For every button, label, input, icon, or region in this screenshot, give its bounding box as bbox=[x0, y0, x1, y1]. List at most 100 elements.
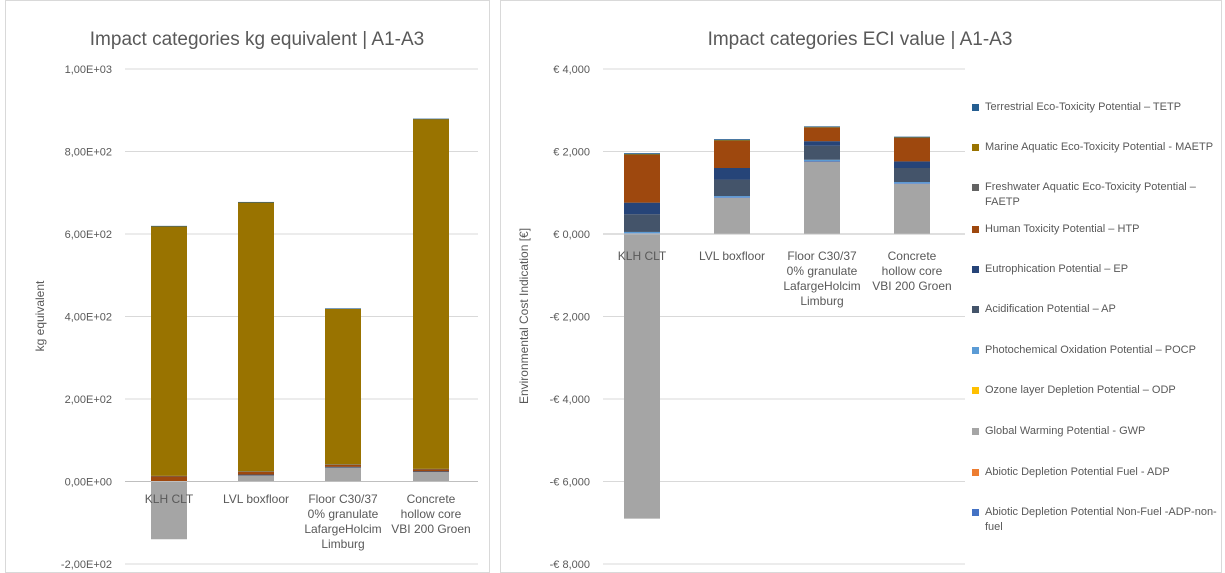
eci-bar-ap-4 bbox=[894, 168, 930, 183]
kg-bar-gwp-3 bbox=[325, 467, 361, 482]
kg-bar-gwp-1 bbox=[151, 481, 187, 540]
kg-bar-htp-3 bbox=[325, 464, 361, 467]
eci-y-tick-label: € 2,000 bbox=[553, 147, 590, 159]
eci-bar-maetp-1 bbox=[624, 153, 660, 155]
eci-bar-gwp-2 bbox=[714, 197, 750, 234]
kg-bar-tetp-4 bbox=[413, 118, 449, 120]
kg-bar-tetp-3 bbox=[325, 308, 361, 309]
eci-bar-tetp-2 bbox=[714, 139, 750, 140]
eci-bar-abiotic-depletion-potential-non-fuel-adp-non-fuel-4 bbox=[894, 183, 930, 184]
kg-category-label-1: KLH CLT bbox=[145, 492, 194, 506]
eci-bar-pocp-2 bbox=[714, 196, 750, 198]
kg-bar-gwp-2 bbox=[238, 474, 274, 482]
eci-bar-faetp-3 bbox=[804, 127, 840, 128]
eci-y-tick-label: -€ 2,000 bbox=[550, 312, 590, 324]
eci-category-label-4: Concrete hollow core VBI 200 Groen bbox=[872, 249, 951, 293]
legend-swatch bbox=[972, 428, 979, 435]
kg-bar-htp-1 bbox=[151, 476, 187, 482]
legend-label: Ozone layer Depletion Potential – ODP bbox=[985, 384, 1176, 396]
legend-swatch bbox=[972, 347, 979, 354]
eci-bar-htp-3 bbox=[804, 127, 840, 142]
legend-swatch bbox=[972, 509, 979, 516]
eci-bar-maetp-2 bbox=[714, 139, 750, 141]
kg-bar-maetp-2 bbox=[238, 202, 274, 472]
eci-y-axis-label: Environmental Cost Indication [€] bbox=[517, 228, 531, 404]
legend-label: Terrestrial Eco-Toxicity Potential – TET… bbox=[985, 101, 1182, 113]
legend-swatch bbox=[972, 387, 979, 394]
eci-bar-gwp-1 bbox=[624, 234, 660, 519]
kg-chart-title: Impact categories kg equivalent | A1-A3 bbox=[90, 29, 424, 50]
legend-label: Abiotic Depletion Potential Non-Fuel -AD… bbox=[985, 506, 1217, 533]
eci-bar-ap-3 bbox=[804, 145, 840, 160]
kg-bar-htp-2 bbox=[238, 471, 274, 475]
kg-bar-faetp-1 bbox=[151, 475, 187, 477]
kg-y-tick-label: 4,00E+02 bbox=[65, 312, 112, 324]
legend-label: Freshwater Aquatic Eco-Toxicity Potentia… bbox=[985, 181, 1196, 208]
legend-label: Photochemical Oxidation Potential – POCP bbox=[985, 344, 1196, 356]
eci-bar-abiotic-depletion-potential-non-fuel-adp-non-fuel-2 bbox=[714, 197, 750, 198]
kg-y-tick-label: 0,00E+00 bbox=[65, 477, 112, 489]
kg-bar-htp-4 bbox=[413, 469, 449, 472]
kg-bar-ep-3 bbox=[325, 466, 361, 468]
eci-bar-ap-1 bbox=[624, 214, 660, 232]
legend-swatch bbox=[972, 184, 979, 191]
eci-bar-faetp-4 bbox=[894, 137, 930, 139]
kg-bar-faetp-3 bbox=[325, 464, 361, 465]
kg-bar-faetp-2 bbox=[238, 471, 274, 472]
eci-y-tick-label: -€ 8,000 bbox=[550, 559, 590, 571]
eci-bar-tetp-1 bbox=[624, 153, 660, 154]
eci-bar-ep-1 bbox=[624, 202, 660, 215]
legend-label: Abiotic Depletion Potential Fuel - ADP bbox=[985, 466, 1170, 478]
legend-label: Global Warming Potential - GWP bbox=[985, 425, 1146, 437]
legend-swatch bbox=[972, 266, 979, 273]
legend-swatch bbox=[972, 306, 979, 313]
eci-category-label-3: Floor C30/37 0% granulate LafargeHolcim Lim… bbox=[783, 249, 860, 308]
kg-bar-tetp-1 bbox=[151, 225, 187, 227]
eci-y-tick-label: € 4,000 bbox=[553, 64, 590, 76]
eci-category-label-1: KLH CLT bbox=[618, 249, 667, 263]
kg-bar-gwp-4 bbox=[413, 471, 449, 482]
eci-bar-faetp-2 bbox=[714, 140, 750, 141]
eci-bar-htp-1 bbox=[624, 154, 660, 203]
eci-bar-pocp-1 bbox=[624, 231, 660, 234]
kg-bar-maetp-1 bbox=[151, 226, 187, 476]
chart-legend: Terrestrial Eco-Toxicity Potential – TET… bbox=[972, 0, 1222, 573]
eci-y-tick-label: -€ 6,000 bbox=[550, 477, 590, 489]
eci-bar-tetp-4 bbox=[894, 136, 930, 138]
eci-y-tick-label: € 0,000 bbox=[553, 229, 590, 241]
eci-bar-maetp-4 bbox=[894, 137, 930, 138]
legend-label: Human Toxicity Potential – HTP bbox=[985, 223, 1140, 235]
kg-category-label-3: Floor C30/37 0% granulate LafargeHolcim Lim… bbox=[304, 492, 381, 551]
kg-bar-ep-4 bbox=[413, 471, 449, 472]
eci-bar-maetp-3 bbox=[804, 126, 840, 128]
legend-swatch bbox=[972, 469, 979, 476]
eci-bar-htp-2 bbox=[714, 140, 750, 168]
eci-bar-ap-2 bbox=[714, 179, 750, 197]
legend-label: Eutrophication Potential – EP bbox=[985, 263, 1129, 275]
eci-bar-ep-4 bbox=[894, 161, 930, 168]
kg-y-tick-label: 6,00E+02 bbox=[65, 229, 112, 241]
kg-bar-ep-2 bbox=[238, 474, 274, 476]
eci-bar-tetp-3 bbox=[804, 126, 840, 127]
kg-bar-maetp-4 bbox=[413, 119, 449, 469]
eci-bar-htp-4 bbox=[894, 137, 930, 162]
kg-y-tick-label: 1,00E+03 bbox=[65, 64, 112, 76]
legend-label: Acidification Potential – AP bbox=[985, 303, 1116, 315]
eci-bar-pocp-4 bbox=[894, 182, 930, 184]
kg-category-label-2: LVL boxfloor bbox=[223, 492, 289, 506]
legend-swatch bbox=[972, 226, 979, 233]
kg-category-label-4: Concrete hollow core VBI 200 Groen bbox=[391, 492, 470, 536]
legend-swatch bbox=[972, 144, 979, 151]
kg-y-tick-label: -2,00E+02 bbox=[61, 559, 112, 571]
eci-bar-ep-3 bbox=[804, 141, 840, 146]
eci-bar-ep-2 bbox=[714, 168, 750, 180]
eci-value-chart-panel bbox=[500, 0, 1222, 573]
eci-bar-pocp-3 bbox=[804, 159, 840, 161]
eci-chart-title: Impact categories ECI value | A1-A3 bbox=[708, 29, 1013, 50]
kg-bar-tetp-2 bbox=[238, 201, 274, 203]
kg-y-axis-label: kg equivalent bbox=[33, 280, 47, 351]
legend-label: Marine Aquatic Eco-Toxicity Potential - … bbox=[985, 141, 1214, 153]
legend-swatch bbox=[972, 104, 979, 111]
eci-bar-gwp-3 bbox=[804, 161, 840, 234]
